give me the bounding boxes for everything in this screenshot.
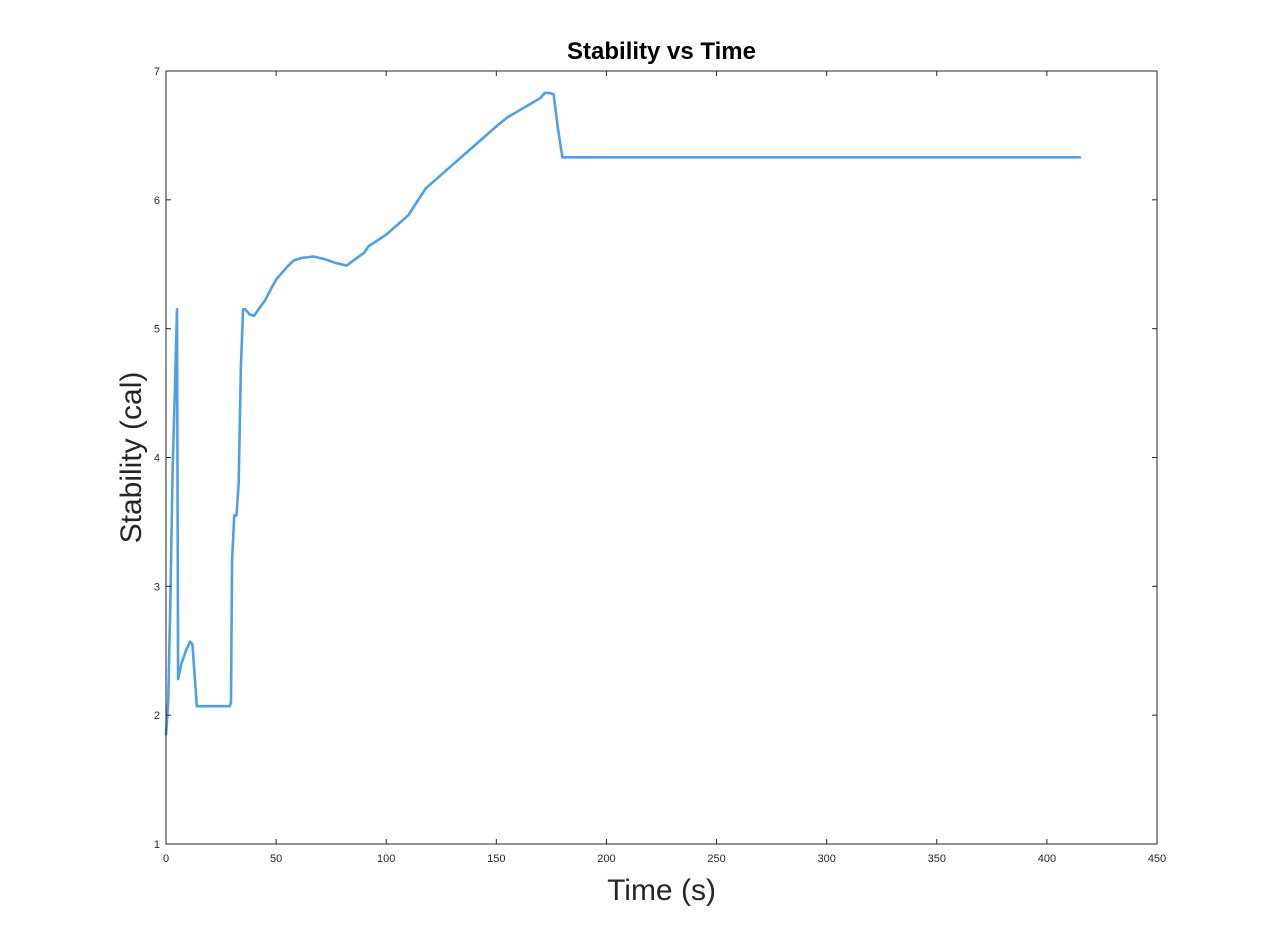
y-tick-label: 6 xyxy=(154,195,160,207)
y-tick-label: 5 xyxy=(154,324,160,336)
series-line-0 xyxy=(164,91,1082,736)
y-tick-label: 7 xyxy=(154,66,160,78)
tick-layer: 0 50 100 150 200 250 300 350 400 450 1 2 3 4 5 6 7 xyxy=(154,66,1166,865)
plot-area xyxy=(166,71,1157,844)
x-tick-label: 300 xyxy=(817,853,835,865)
x-axis-label: Time (s) xyxy=(607,874,716,907)
x-tick-label: 50 xyxy=(270,853,282,865)
y-tick-label: 4 xyxy=(154,453,160,465)
x-tick-label: 150 xyxy=(487,853,505,865)
x-tick-label: 0 xyxy=(163,853,169,865)
y-tick-label: 2 xyxy=(154,710,160,722)
y-tick-label: 3 xyxy=(154,581,160,593)
series-layer xyxy=(164,91,1082,736)
y-axis-label: Stability (cal) xyxy=(115,372,148,544)
x-tick-label: 450 xyxy=(1148,853,1166,865)
x-tick-label: 100 xyxy=(377,853,395,865)
x-tick-label: 200 xyxy=(597,853,615,865)
x-tick-label: 350 xyxy=(928,853,946,865)
y-tick-label: 1 xyxy=(154,839,160,851)
x-tick-label: 400 xyxy=(1038,853,1056,865)
chart-title: Stability vs Time xyxy=(567,38,756,65)
x-tick-label: 250 xyxy=(707,853,725,865)
